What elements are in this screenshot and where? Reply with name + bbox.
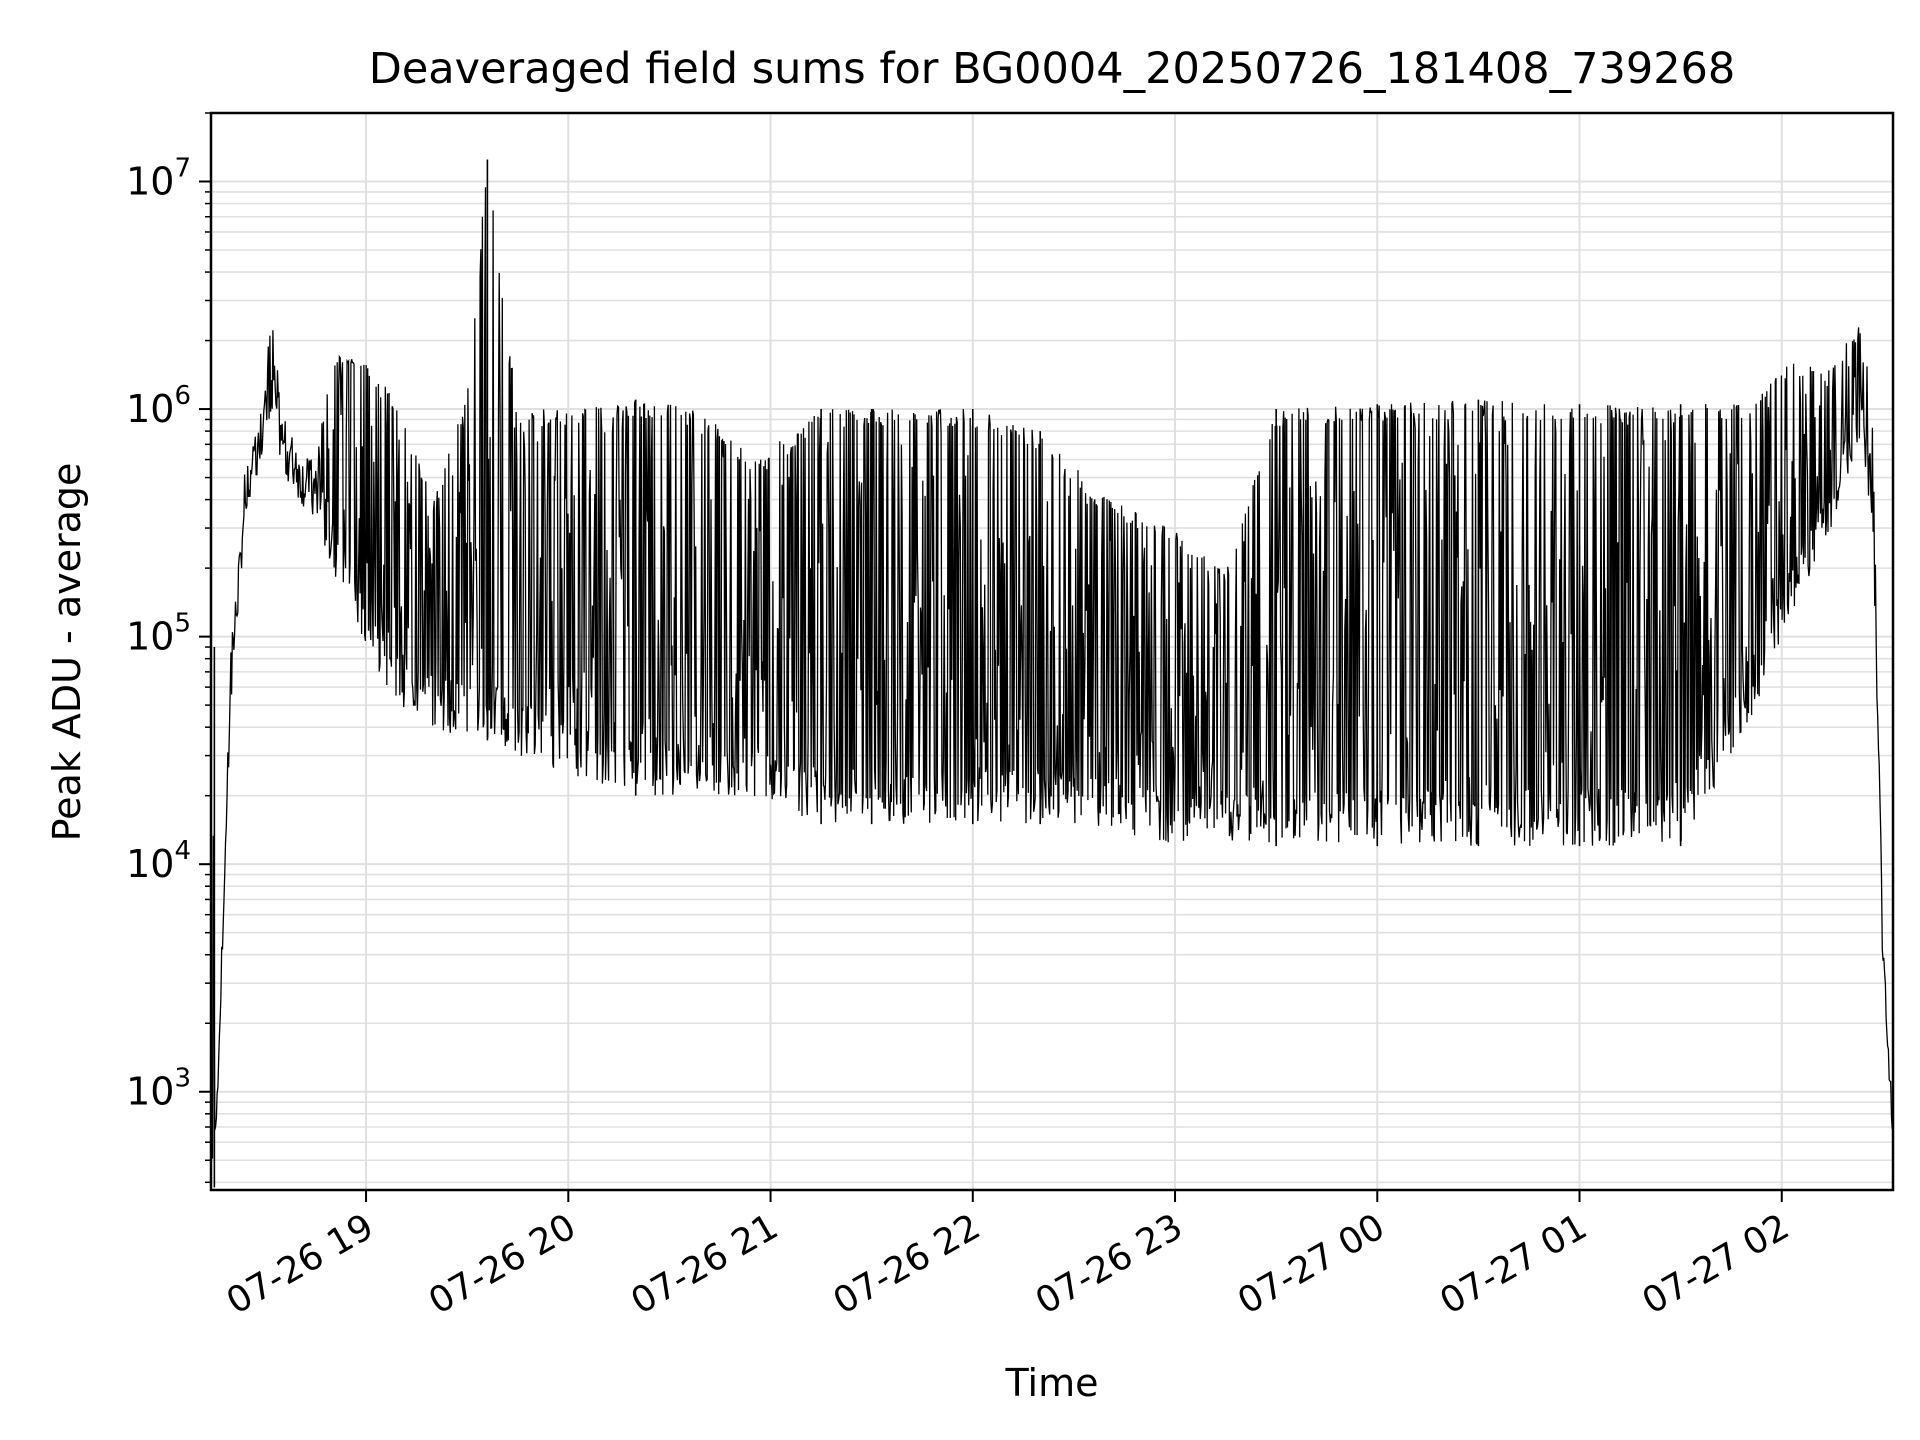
x-tick-label: 07-26 22 xyxy=(827,1206,988,1322)
x-tick-label: 07-27 01 xyxy=(1433,1206,1594,1322)
y-tick-label: 107 xyxy=(126,154,191,204)
y-tick-label: 104 xyxy=(126,836,191,886)
y-tick-label: 105 xyxy=(126,609,191,659)
x-tick-label: 07-26 20 xyxy=(422,1206,583,1322)
plot-frame xyxy=(209,111,1895,1192)
x-tick-label: 07-26 23 xyxy=(1029,1206,1190,1322)
data-layer xyxy=(210,159,1894,1188)
x-tick-label: 07-26 19 xyxy=(220,1206,381,1322)
y-axis-label: Peak ADU - average xyxy=(45,463,89,842)
x-axis-label: Time xyxy=(1005,1361,1099,1405)
x-axis: 07-26 19 07-26 20 07-26 21 07-26 22 07-26 23… xyxy=(220,1190,1796,1323)
x-tick-label: 07-27 00 xyxy=(1231,1206,1392,1322)
y-axis: 103 104 105 106 107 xyxy=(126,112,211,1184)
x-tick-label: 07-27 02 xyxy=(1636,1206,1797,1322)
y-tick-label: 106 xyxy=(126,381,191,431)
series-line xyxy=(210,187,1894,1159)
chart-title: Deaveraged field sums for BG0004_2025072… xyxy=(369,44,1736,94)
x-tick-label: 07-26 21 xyxy=(624,1206,785,1322)
y-tick-label: 103 xyxy=(126,1064,191,1114)
